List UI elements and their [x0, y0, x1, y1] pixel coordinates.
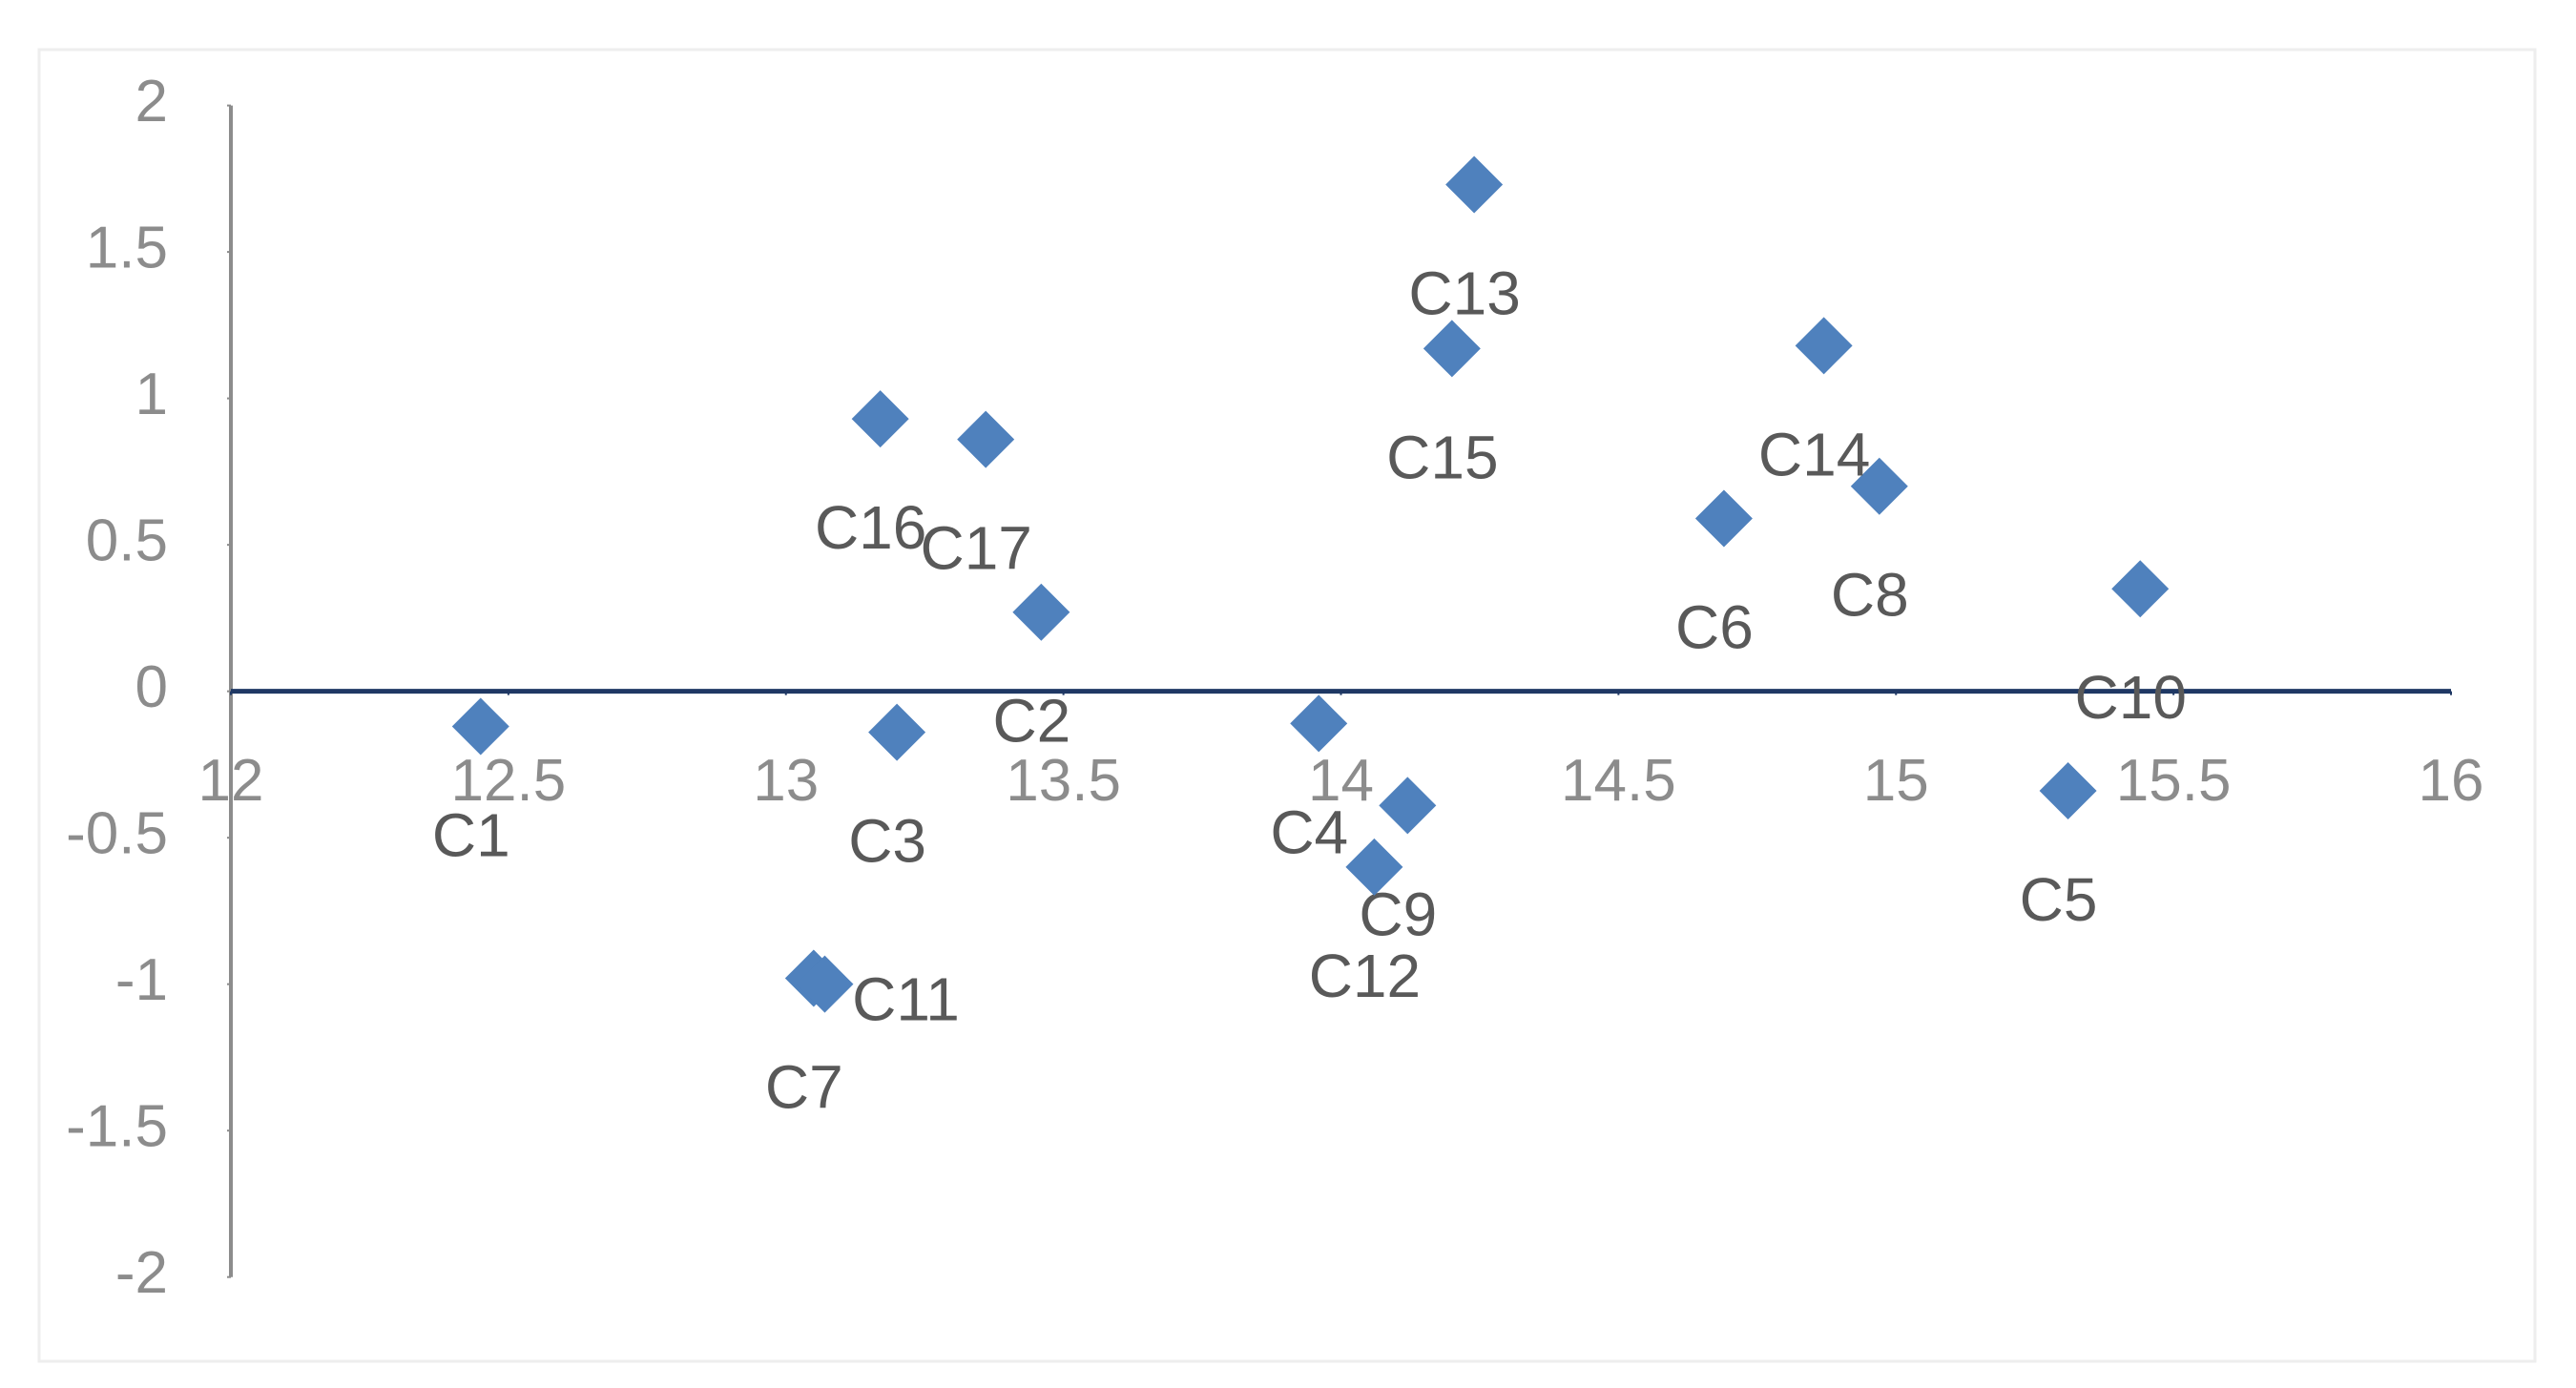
x-tick-label: 12.5 [451, 748, 567, 814]
x-tick-label: 14.5 [1561, 748, 1676, 814]
point [957, 410, 1015, 468]
x-tick-label: 14 [1308, 748, 1374, 814]
point [1012, 583, 1070, 641]
y-tick-label: 2 [135, 69, 168, 135]
y-tick-label: -1.5 [66, 1094, 168, 1160]
point-label: C10 [2075, 663, 2187, 732]
point [796, 955, 854, 1013]
point [1445, 155, 1504, 214]
y-tick-label: 1.5 [86, 215, 168, 280]
point [1795, 317, 1853, 375]
point [2111, 560, 2170, 618]
point [1379, 777, 1437, 835]
x-tick-label: 15 [1863, 748, 1929, 814]
point [1345, 838, 1403, 896]
point [2039, 762, 2097, 820]
point-label: C17 [920, 514, 1031, 583]
x-tick-label: 13 [753, 748, 819, 814]
point-label: C15 [1386, 423, 1498, 491]
point [851, 390, 909, 448]
point [868, 703, 926, 761]
y-tick-label: -1 [115, 947, 168, 1013]
point-label: C5 [2020, 865, 2098, 934]
y-tick-label: -2 [115, 1240, 168, 1306]
y-tick-label: 0 [135, 654, 168, 720]
point [451, 697, 509, 756]
point-label: C7 [765, 1052, 843, 1121]
point-label: C6 [1675, 592, 1754, 661]
point-label: C8 [1831, 561, 1909, 630]
point-label: C12 [1309, 942, 1421, 1010]
point-label: C1 [432, 800, 510, 869]
point-label: C13 [1408, 259, 1520, 327]
y-tick-label: -0.5 [66, 801, 168, 867]
point [1850, 457, 1908, 515]
point [1694, 489, 1753, 548]
x-tick-label: 13.5 [1006, 748, 1121, 814]
x-tick-label: 12 [198, 748, 264, 814]
y-tick-label: 1 [135, 362, 168, 427]
chart-border [37, 48, 2537, 1363]
point-label: C2 [992, 687, 1070, 756]
point-label: C11 [852, 965, 960, 1034]
point [1290, 694, 1348, 753]
point-label: C14 [1758, 420, 1870, 488]
point-label: C3 [848, 807, 926, 876]
y-tick-label: 0.5 [86, 508, 168, 574]
point-label: C4 [1270, 798, 1348, 866]
x-tick-label: 15.5 [2116, 748, 2232, 814]
point-label: C16 [815, 493, 926, 562]
x-tick-label: 16 [2419, 748, 2484, 814]
point [1423, 320, 1481, 378]
